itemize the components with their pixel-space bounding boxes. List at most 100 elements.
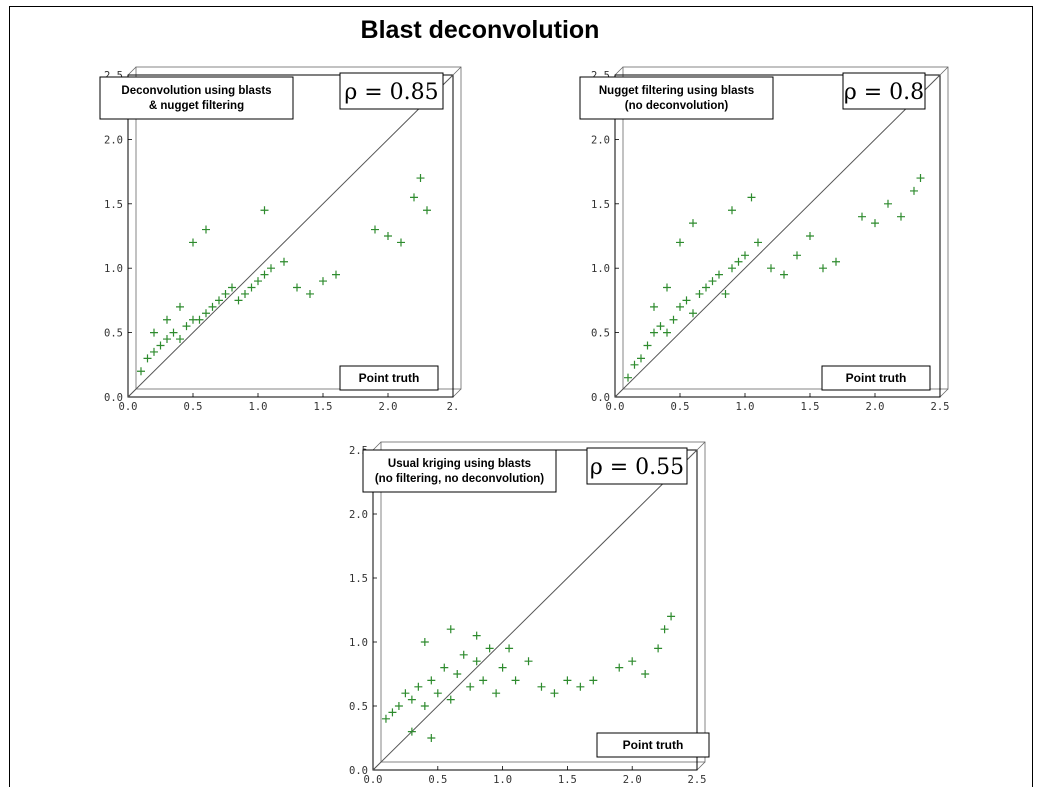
x-tick-label: 0.0 (364, 774, 383, 786)
scatter-point (715, 270, 723, 279)
scatter-point (728, 206, 736, 215)
x-tick-label: 0.5 (184, 401, 203, 413)
scatter-point (182, 322, 191, 331)
scatter-point (384, 232, 392, 240)
scatter-point (163, 335, 171, 344)
scatter-point (156, 341, 165, 350)
scatter-point (806, 232, 814, 240)
x-tick-label: 1.0 (249, 401, 268, 413)
x-tick-label: 2.0 (866, 401, 885, 413)
scatter-point (498, 663, 507, 672)
page-title: Blast deconvolution (0, 16, 1040, 45)
scatter-point (492, 689, 501, 698)
scatter-point (407, 695, 416, 704)
scatter-points (137, 174, 431, 376)
scatter-point (427, 734, 436, 742)
method-label-box (362, 449, 557, 493)
scatter-point (858, 212, 866, 221)
identity-line (127, 74, 454, 398)
scatter-panel-nugget-filtering: 0.00.00.50.51.01.01.51.52.02.02.52.5Nugg… (579, 66, 950, 413)
frame-corner-line (614, 66, 624, 76)
scatter-point (280, 257, 288, 266)
scatter-points (624, 174, 925, 382)
scatter-point (407, 727, 416, 736)
scatter-point (656, 322, 665, 331)
scatter-point (537, 682, 546, 691)
x-tick-label: 2.5 (931, 401, 950, 413)
y-tick-label: 0.5 (349, 701, 368, 713)
scatter-point (332, 270, 340, 279)
scatter-point (511, 676, 520, 685)
y-tick-label: 0.0 (104, 392, 123, 404)
x-axis-label: Point truth (846, 371, 907, 385)
plot-frame (127, 66, 462, 398)
scatter-point (550, 689, 559, 698)
x-tick-label: 1.5 (314, 401, 333, 413)
frame-corner-line (127, 66, 137, 76)
y-tick-label: 2.0 (349, 509, 368, 521)
scatter-point (137, 367, 145, 376)
scatter-point (150, 328, 158, 337)
scatter-point (793, 251, 801, 260)
scatter-point (615, 663, 624, 672)
frame-corner-line (939, 388, 949, 398)
scatter-point (637, 354, 645, 363)
scatter-point (388, 708, 397, 717)
x-tick-label: 1.5 (558, 774, 577, 786)
y-tick-label: 0.5 (104, 328, 123, 340)
scatter-point (394, 702, 403, 710)
scatter-panel-deconvolution: 0.00.00.50.51.01.01.51.52.02.02.2.5Decon… (99, 66, 462, 413)
scatter-point (397, 238, 405, 247)
method-label-line: (no deconvolution) (625, 100, 729, 112)
plot-frame (614, 66, 949, 398)
y-tick-label: 0.5 (591, 328, 610, 340)
method-label-line: Usual kriging using blasts (388, 458, 531, 470)
correlation-box (339, 72, 444, 110)
scatter-point (420, 702, 429, 710)
scatter-point (910, 186, 918, 195)
plot-area (614, 74, 941, 398)
scatter-point (721, 289, 730, 298)
correlation-value: ρ = 0.85 (344, 80, 438, 105)
y-tick-label: 0.0 (349, 765, 368, 777)
scatter-point (446, 695, 455, 704)
scatter-point (819, 264, 827, 273)
scatter-point (446, 625, 455, 634)
method-label-line: Deconvolution using blasts (121, 85, 271, 97)
scatter-point (416, 174, 425, 183)
scatter-point (643, 341, 652, 350)
scatter-point (401, 689, 410, 698)
scatter-point (234, 296, 243, 305)
method-label-box (99, 76, 294, 120)
scatter-point (260, 270, 269, 279)
method-label-line: (no filtering, no deconvolution) (375, 473, 544, 485)
x-tick-label: 1.0 (493, 774, 512, 786)
scatter-point (767, 264, 775, 273)
scatter-point (676, 302, 684, 311)
plot-back-frame (135, 66, 462, 390)
y-tick-label: 2.0 (104, 134, 123, 146)
x-tick-label: 1.0 (736, 401, 755, 413)
scatter-point (916, 174, 925, 183)
scatter-point (371, 225, 379, 234)
scatter-point (176, 335, 184, 344)
x-tick-label: 2.0 (379, 401, 398, 413)
method-label-line: Nugget filtering using blasts (599, 85, 754, 97)
page-title-text: Blast deconvolution (360, 16, 600, 44)
scatter-point (221, 289, 230, 298)
scatter-point (695, 289, 704, 298)
x-tick-label: 2.0 (623, 774, 642, 786)
scatter-point (176, 302, 184, 311)
y-tick-label: 1.0 (349, 637, 368, 649)
y-tick-label: 1.5 (591, 199, 610, 211)
scatter-point (660, 625, 669, 634)
y-tick-label: 1.0 (591, 263, 610, 275)
x-tick-label: 2. (447, 401, 460, 413)
scatter-point (728, 264, 736, 273)
method-label-line: & nugget filtering (149, 100, 244, 112)
scatter-point (734, 257, 743, 266)
correlation-value: ρ = 0.8 (844, 80, 924, 105)
scatter-point (202, 309, 210, 318)
scatter-point (479, 676, 488, 685)
x-axis-label: Point truth (359, 371, 420, 385)
